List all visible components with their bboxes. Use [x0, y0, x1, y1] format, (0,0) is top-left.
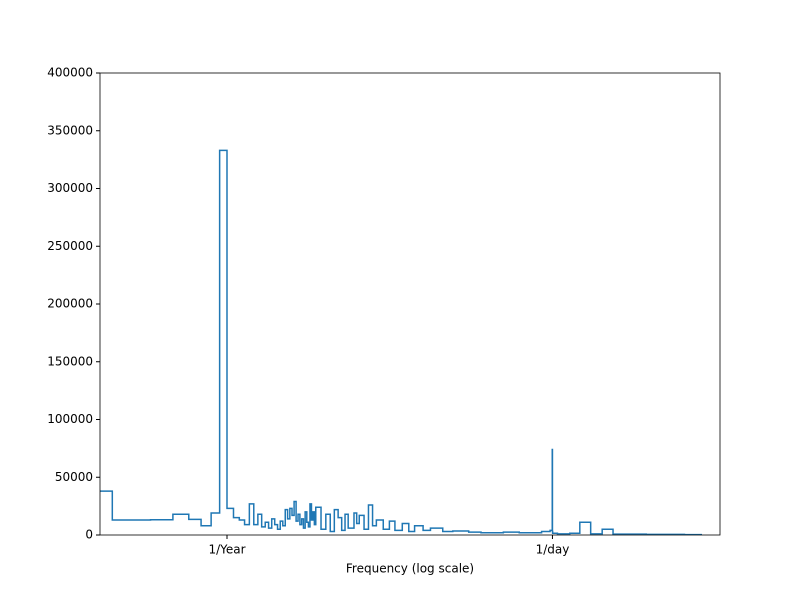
y-tick-label: 200000: [47, 297, 93, 311]
y-tick-label: 400000: [47, 66, 93, 80]
y-tick-label: 300000: [47, 181, 93, 195]
y-tick-label: 100000: [47, 412, 93, 426]
x-tick-label: 1/Year: [208, 543, 245, 557]
y-tick-label: 150000: [47, 354, 93, 368]
y-tick-label: 250000: [47, 239, 93, 253]
y-tick-label: 0: [85, 528, 93, 542]
y-tick-label: 50000: [55, 470, 93, 484]
x-tick-label: 1/day: [536, 543, 570, 557]
plot-frame: [99, 72, 721, 536]
y-tick-label: 350000: [47, 123, 93, 137]
step-line: [100, 149, 703, 535]
x-axis-label: Frequency (log scale): [346, 562, 474, 576]
